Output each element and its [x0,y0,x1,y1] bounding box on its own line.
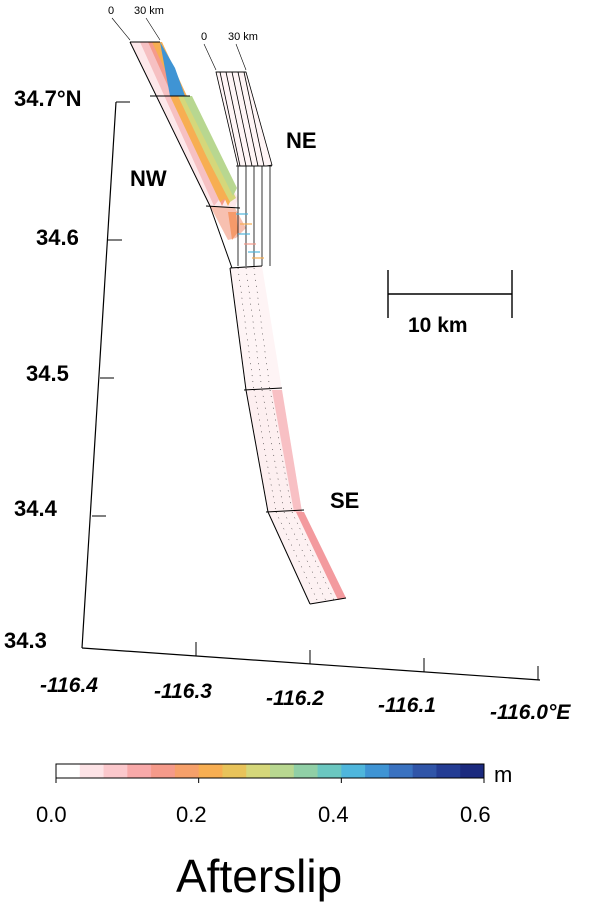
colorbar-swatch [174,764,200,778]
scale-bar [387,270,513,318]
lon-label-116-2: -116.2 [266,687,324,710]
depth-scale-ne-max: 30 km [228,31,258,43]
lon-label-116-3: -116.3 [154,680,212,703]
colorbar-swatch [56,764,81,778]
lon-label-116-1: -116.1 [378,694,436,717]
lat-label-34-6: 34.6 [36,225,79,250]
colorbar [55,764,485,783]
colorbar-swatch [103,764,128,778]
colorbar-swatch [127,764,152,778]
lat-label-34-7: 34.7°N [14,86,82,111]
colorbar-swatch [460,764,485,778]
map-frame [81,101,541,681]
depth-scale-nw: 0 30 km [108,5,164,41]
lat-ticks [92,101,130,517]
lat-label-34-3: 34.3 [4,628,47,653]
scale-bar-label: 10 km [408,314,468,337]
colorbar-tick-0: 0.0 [36,802,67,827]
colorbar-title: Afterslip [176,850,342,902]
lon-label-116-0: -116.0°E [490,701,571,724]
nw-fault-plane [129,41,246,269]
segment-label-se: SE [330,488,359,513]
colorbar-tick-2: 0.4 [318,802,349,827]
colorbar-swatch [222,764,247,778]
colorbar-swatch [151,764,176,778]
lon-ticks [195,642,539,680]
colorbar-swatch [79,764,105,778]
colorbar-swatch [293,764,319,778]
colorbar-unit: m [494,762,512,787]
lon-label-116-4: -116.4 [40,674,98,697]
depth-scale-nw-max: 30 km [134,5,164,17]
ne-fault-plane [215,71,273,266]
depth-scale-ne-zero: 0 [201,31,207,43]
colorbar-swatch [246,764,271,778]
lat-label-34-4: 34.4 [14,496,58,521]
depth-scale-ne: 0 30 km [201,31,258,71]
colorbar-swatch [388,764,414,778]
colorbar-swatch [317,764,342,778]
lat-label-34-5: 34.5 [26,361,69,386]
colorbar-tick-1: 0.2 [176,802,207,827]
segment-label-nw: NW [130,166,167,191]
colorbar-tick-3: 0.6 [460,802,491,827]
colorbar-swatch [436,764,461,778]
depth-scale-nw-zero: 0 [108,5,114,17]
segment-label-ne: NE [286,128,317,153]
colorbar-swatch [270,764,295,778]
colorbar-swatch [412,764,437,778]
colorbar-swatch [341,764,366,778]
colorbar-swatch [365,764,390,778]
se-fault-plane [229,265,347,605]
junction-slip-markers [236,213,264,259]
colorbar-swatch [198,764,223,778]
colorbar-frame [55,763,485,779]
